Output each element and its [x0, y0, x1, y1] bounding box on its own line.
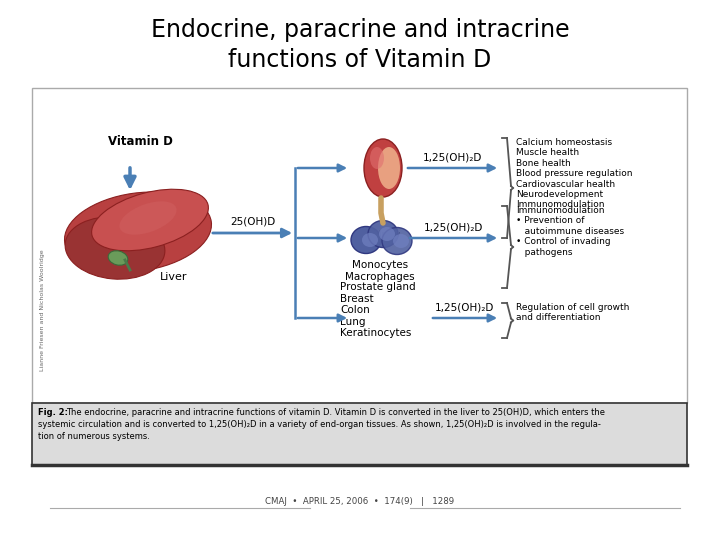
Text: Fig. 2:: Fig. 2: [38, 408, 68, 417]
Text: Liver: Liver [160, 272, 187, 282]
Text: Prostate gland
Breast
Colon
Lung
Keratinocytes: Prostate gland Breast Colon Lung Keratin… [340, 282, 415, 339]
Ellipse shape [91, 189, 208, 251]
Ellipse shape [362, 233, 378, 247]
Ellipse shape [370, 147, 384, 169]
Ellipse shape [364, 139, 402, 197]
Ellipse shape [65, 217, 165, 279]
Text: Monocytes
Macrophages: Monocytes Macrophages [345, 260, 415, 281]
Text: Calcium homeostasis
Muscle health
Bone health
Blood pressure regulation
Cardiova: Calcium homeostasis Muscle health Bone h… [516, 138, 632, 210]
Text: Kidney: Kidney [365, 230, 401, 240]
Text: Endocrine, paracrine and intracrine: Endocrine, paracrine and intracrine [150, 18, 570, 42]
Text: Immunomodulation
• Prevention of
   autoimmune diseases
• Control of invading
  : Immunomodulation • Prevention of autoimm… [516, 206, 624, 256]
Ellipse shape [379, 227, 395, 241]
Ellipse shape [351, 226, 381, 253]
Text: Vitamin D: Vitamin D [107, 135, 172, 148]
Text: 1,25(OH)₂D: 1,25(OH)₂D [423, 153, 482, 163]
Ellipse shape [108, 251, 128, 265]
Ellipse shape [368, 220, 398, 247]
Ellipse shape [382, 227, 412, 254]
Ellipse shape [393, 234, 409, 248]
Text: CMAJ  •  APRIL 25, 2006  •  174(9)   |   1289: CMAJ • APRIL 25, 2006 • 174(9) | 1289 [266, 497, 454, 506]
Text: systemic circulation and is converted to 1,25(OH)₂D in a variety of end-organ ti: systemic circulation and is converted to… [38, 420, 601, 429]
Text: 25(OH)D: 25(OH)D [230, 217, 275, 227]
Text: The endocrine, paracrine and intracrine functions of vitamin D. Vitamin D is con: The endocrine, paracrine and intracrine … [66, 408, 605, 417]
Text: functions of Vitamin D: functions of Vitamin D [228, 48, 492, 72]
Bar [32, 88, 687, 403]
Ellipse shape [378, 147, 400, 189]
Text: Regulation of cell growth
and differentiation: Regulation of cell growth and differenti… [516, 303, 629, 322]
Text: Lianne Friesen and Nicholas Woolridge: Lianne Friesen and Nicholas Woolridge [40, 249, 45, 371]
Text: 1,25(OH)₂D: 1,25(OH)₂D [436, 303, 495, 313]
Ellipse shape [120, 201, 176, 235]
Ellipse shape [65, 192, 212, 272]
Text: 1,25(OH)₂D: 1,25(OH)₂D [424, 223, 483, 233]
Text: tion of numerous systems.: tion of numerous systems. [38, 432, 150, 441]
Bar [32, 403, 687, 465]
